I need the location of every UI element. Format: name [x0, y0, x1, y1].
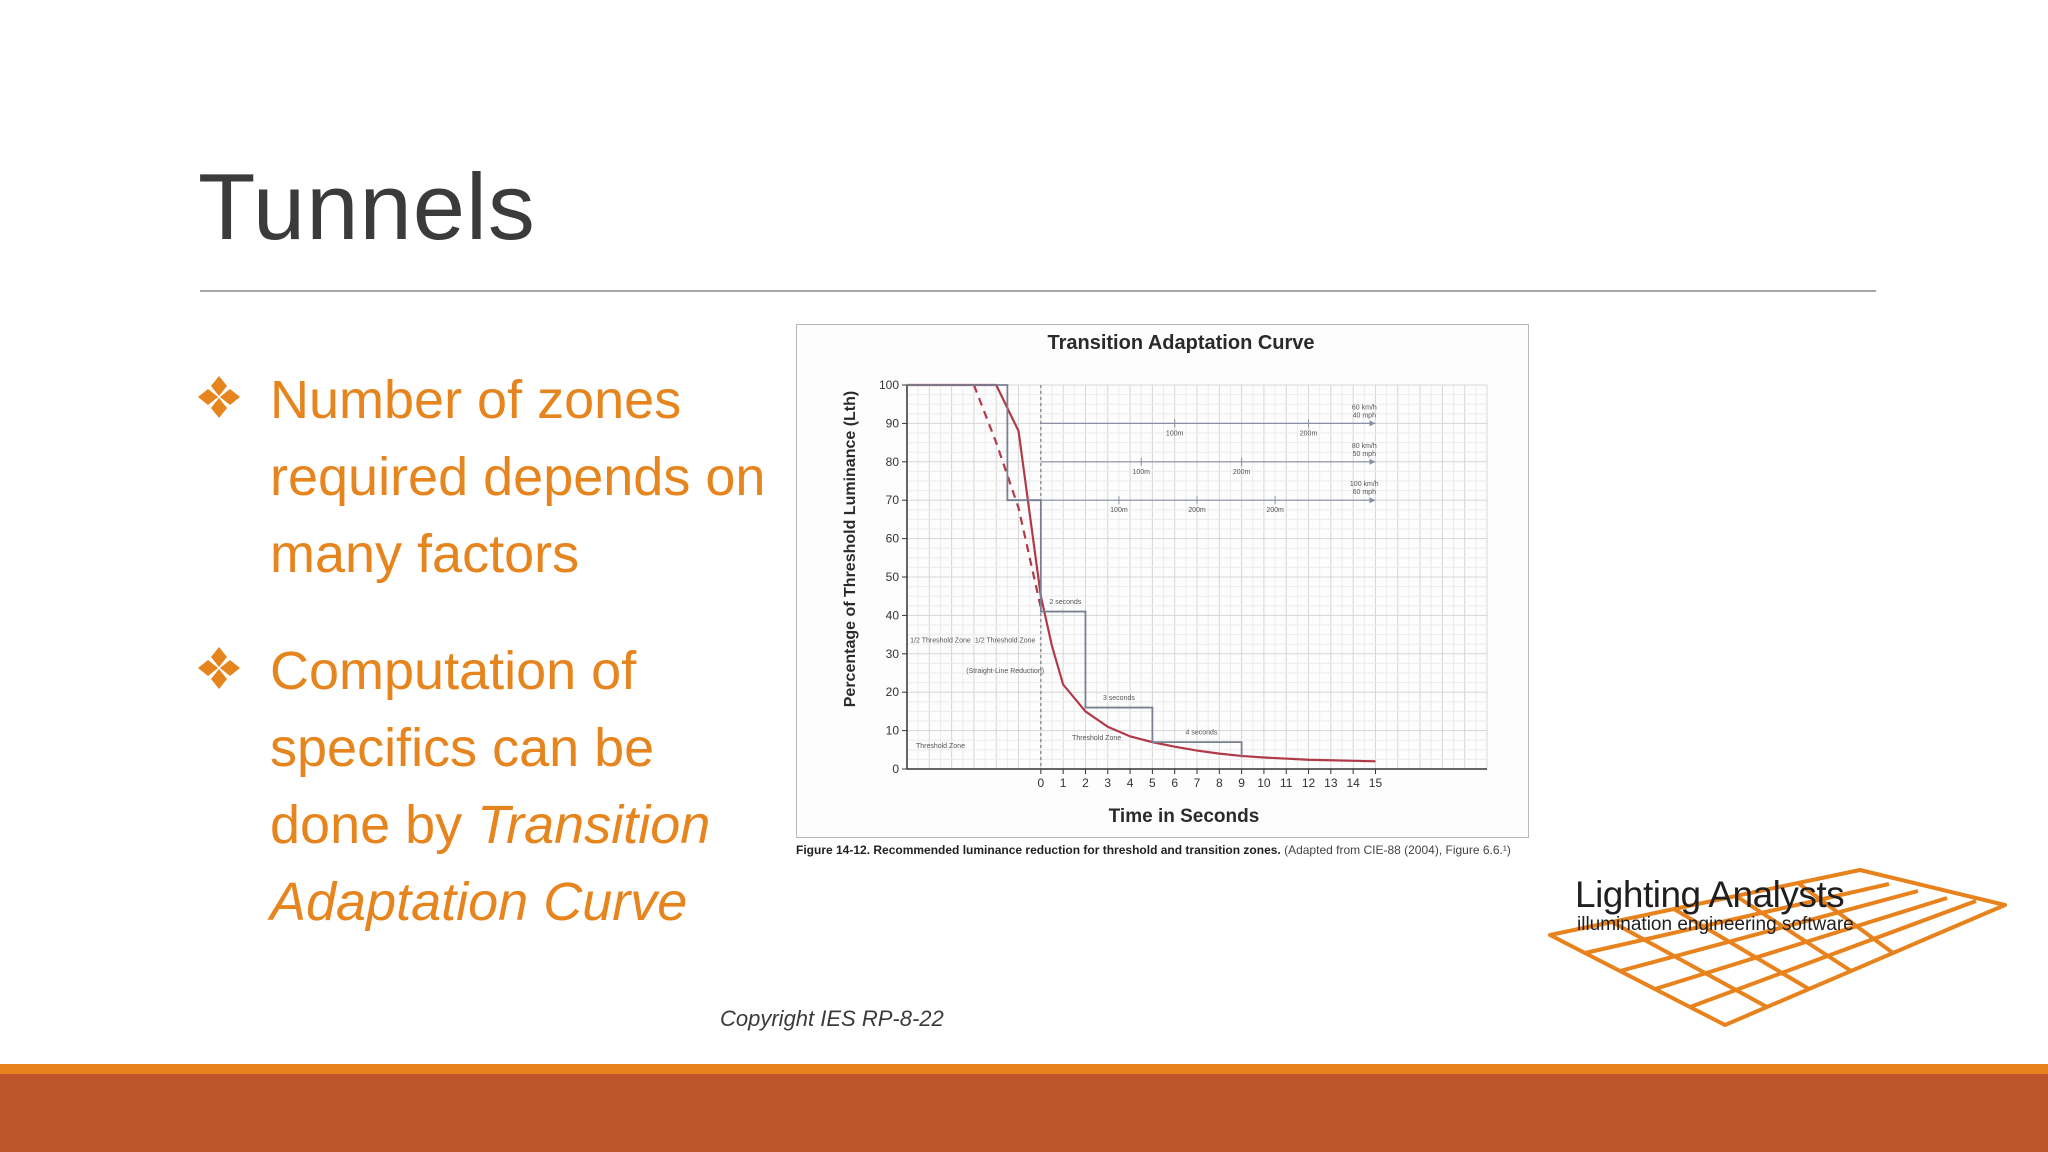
distance-label: 100m: [1132, 469, 1150, 476]
series-line-solid: [907, 383, 1376, 763]
speed-label: 80 km/h: [1352, 443, 1377, 450]
y-tick-label: 40: [886, 608, 900, 622]
logo-name: Lighting Analysts: [1575, 874, 1845, 915]
arrow-head: [1369, 420, 1376, 427]
bullet-text: Computation of specifics can be done by …: [270, 641, 710, 932]
y-tick-label: 20: [886, 685, 900, 699]
x-tick-label: 6: [1171, 776, 1178, 790]
y-tick-label: 30: [886, 647, 900, 661]
lighting-analysts-logo-grid: [1548, 868, 2007, 1027]
footer-accent-line: [0, 1064, 2048, 1074]
distance-label: 200m: [1188, 507, 1206, 514]
caption-bold: Figure 14-12. Recommended luminance redu…: [796, 843, 1281, 857]
bullet-list: Number of zones required depends on many…: [196, 362, 776, 981]
speed-label: 60 mph: [1353, 489, 1376, 496]
y-tick-label: 0: [892, 762, 899, 776]
y-tick-label: 10: [886, 724, 900, 738]
transition-adaptation-chart: Transition Adaptation Curve Percentage o…: [842, 332, 1488, 827]
y-tick-label: 50: [886, 570, 900, 584]
x-tick-label: 15: [1369, 776, 1383, 790]
x-tick-label: 8: [1216, 776, 1223, 790]
x-tick-label: 9: [1238, 776, 1245, 790]
bullet-text-italic: Transition Adaptation Curve: [270, 795, 711, 932]
zone-label: (Straight-Line Reduction): [966, 668, 1044, 675]
zone-label: 2 seconds: [1049, 599, 1081, 606]
y-tick-label: 90: [886, 416, 900, 430]
arrow-head: [1369, 497, 1376, 504]
copyright-note: Copyright IES RP-8-22: [720, 1006, 944, 1031]
arrow-head: [1369, 458, 1376, 465]
speed-label: 50 mph: [1353, 451, 1376, 458]
x-tick-label: 10: [1257, 776, 1271, 790]
title-divider: [200, 290, 1876, 292]
zone-label: 1/2 Threshold Zone: [975, 637, 1036, 644]
distance-label: 100m: [1166, 430, 1184, 437]
y-tick-label: 100: [879, 378, 899, 392]
x-tick-label: 2: [1082, 776, 1089, 790]
speed-label: 40 mph: [1353, 412, 1376, 419]
x-tick-label: 3: [1104, 776, 1111, 790]
x-tick-label: 13: [1324, 776, 1338, 790]
footer-bar: [0, 1074, 2048, 1152]
chart-title: Transition Adaptation Curve: [1047, 332, 1314, 354]
y-tick-label: 60: [886, 532, 900, 546]
caption-rest: (Adapted from CIE-88 (2004), Figure 6.6.…: [1280, 843, 1511, 857]
chart-xlabel: Time in Seconds: [1109, 806, 1260, 827]
series-line-dashed: [972, 384, 1042, 608]
distance-label: 200m: [1300, 430, 1318, 437]
speed-label: 100 km/h: [1350, 481, 1379, 488]
speed-label: 60 km/h: [1352, 404, 1377, 411]
bullet-item: Number of zones required depends on many…: [196, 362, 776, 593]
distance-label: 200m: [1266, 507, 1284, 514]
zone-label: Threshold Zone: [1072, 735, 1121, 742]
bullet-text: Number of zones required depends on many…: [270, 370, 766, 584]
x-tick-label: 1: [1060, 776, 1067, 790]
chart-ylabel: Percentage of Threshold Luminance (Lth): [842, 391, 859, 707]
x-tick-label: 7: [1194, 776, 1201, 790]
y-tick-label: 70: [886, 493, 900, 507]
bullet-item: Computation of specifics can be done by …: [196, 633, 776, 941]
x-tick-label: 12: [1302, 776, 1316, 790]
slide-title: Tunnels: [198, 154, 536, 259]
chart-figure: Transition Adaptation Curve Percentage o…: [796, 324, 1529, 838]
distance-label: 100m: [1110, 507, 1128, 514]
four-diamond-icon: [198, 376, 240, 418]
series-line-step: [907, 384, 1243, 758]
x-tick-label: 4: [1127, 776, 1134, 790]
four-diamond-icon: [198, 647, 240, 689]
x-tick-label: 11: [1280, 776, 1293, 790]
zone-label: 3 seconds: [1103, 695, 1135, 702]
y-tick-label: 80: [886, 455, 900, 469]
x-tick-label: 0: [1038, 776, 1045, 790]
zone-label: Threshold Zone: [916, 743, 965, 750]
zone-label: 1/2 Threshold Zone: [910, 637, 971, 644]
figure-caption: Figure 14-12. Recommended luminance redu…: [796, 842, 1536, 859]
x-tick-label: 5: [1149, 776, 1156, 790]
bullet-text-plain: Computation of specifics can be done by: [270, 641, 655, 855]
logo-tagline: illumination engineering software: [1577, 914, 1854, 935]
x-tick-label: 14: [1346, 776, 1360, 790]
zone-label: 4 seconds: [1186, 729, 1218, 736]
distance-label: 200m: [1233, 469, 1251, 476]
